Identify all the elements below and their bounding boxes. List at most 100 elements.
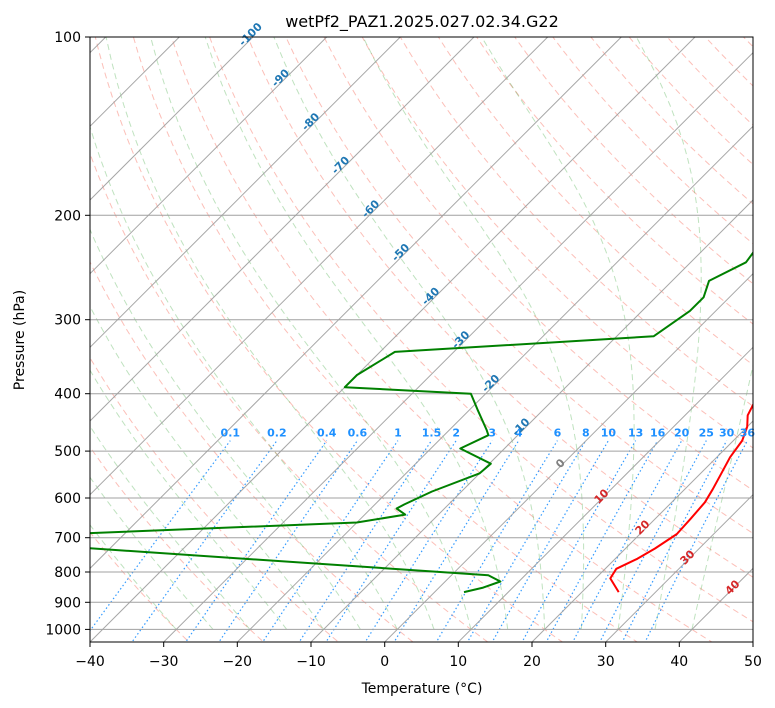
- isotherm-label: -50: [389, 241, 412, 264]
- dry-adiabat-line: [247, 37, 753, 578]
- mixing-ratio-line: [435, 440, 558, 642]
- mixing-ratio-label: 8: [582, 427, 590, 440]
- moist-adiabat-line: [90, 524, 177, 630]
- mixing-ratio-line: [599, 440, 707, 642]
- isotherm-label: -90: [269, 66, 292, 89]
- moist-adiabat-line: [691, 363, 753, 630]
- grid-lines: [90, 37, 753, 630]
- mixing-ratio-label: 1.5: [422, 427, 442, 440]
- dry-adiabat-line: [323, 37, 753, 491]
- isotherm-line: [90, 37, 401, 349]
- y-tick-label: 800: [54, 565, 81, 581]
- plot-frame: [89, 36, 754, 643]
- moist-adiabat-line: [150, 37, 472, 630]
- mixing-ratio-label: 6: [554, 427, 562, 440]
- dry-adiabat-line: [90, 152, 489, 642]
- y-tick-label: 500: [54, 444, 81, 460]
- y-tick-label: 400: [54, 387, 81, 403]
- mixing-ratio-line: [262, 440, 399, 642]
- dry-adiabat-line: [90, 260, 414, 642]
- isotherm-label: -80: [299, 110, 322, 133]
- mixing-ratio-label: 16: [650, 427, 666, 440]
- dry-adiabat-line: [90, 531, 190, 642]
- isotherm-line: [90, 37, 549, 496]
- mixing-ratio-label: 2: [452, 427, 460, 440]
- mixing-ratio-label: 4: [515, 427, 523, 440]
- x-axis: −40 −30 −20 −10 0 10 20 30 40 50: [75, 642, 762, 670]
- mixing-ratio-label: 20: [674, 427, 690, 440]
- moist-adiabat-label: 0: [553, 456, 568, 471]
- mixing-ratio-label: 10: [601, 427, 617, 440]
- x-axis-label: Temperature (°C): [361, 681, 483, 697]
- mixing-ratio-line: [521, 440, 637, 642]
- y-tick-label: 1000: [45, 622, 81, 638]
- isotherm-line: [752, 641, 753, 642]
- moist-adiabat-line: [273, 37, 546, 630]
- isotherm-line: [90, 37, 696, 642]
- isotherm-label: -70: [329, 154, 352, 177]
- dry-adiabat-line: [132, 37, 639, 642]
- dry-adiabat-line: [704, 37, 753, 87]
- mixing-ratio-line: [545, 440, 659, 642]
- dewpoint-profile-line: [90, 251, 753, 594]
- y-tick-label: 100: [54, 30, 81, 46]
- isotherm-line: [457, 346, 753, 642]
- dry-adiabat-line: [285, 37, 753, 534]
- mixing-ratio-line: [466, 440, 587, 642]
- moist-adiabat-line: [105, 37, 435, 630]
- isotherm-label: -20: [479, 372, 502, 395]
- isotherm-line: [90, 37, 622, 570]
- moist-adiabat-line: [90, 228, 361, 630]
- x-tick-label: 0: [380, 654, 389, 670]
- dry-adiabat-line: [171, 37, 713, 642]
- x-tick-label: 10: [449, 654, 467, 670]
- y-tick-label: 200: [54, 208, 81, 224]
- series-layer: [90, 251, 753, 594]
- y-axis: 100 200 300 400 500 600 700 800 900 1000: [45, 30, 90, 638]
- mixing-ratio-label: 36: [740, 427, 756, 440]
- mixing-ratio-line: [364, 440, 493, 642]
- moist-adiabat-line: [90, 125, 398, 630]
- moist-adiabat-line: [635, 37, 702, 630]
- dry-adiabat-line: [476, 37, 753, 325]
- mixing-ratio-label: 0.4: [317, 427, 337, 440]
- isotherm-label: -40: [419, 284, 442, 307]
- dry-adiabat-line: [90, 356, 340, 642]
- mixing-ratio-line: [298, 440, 432, 642]
- dry-adiabat-line: [437, 37, 753, 366]
- inline-labels: 0.1 0.2 0.4 0.6 1 1.5 2 3 4 6 8 10 13 16 20 25 30 36 -10 0 -…: [221, 20, 756, 598]
- isotherm-label: -60: [359, 197, 382, 220]
- y-tick-label: 300: [54, 313, 81, 329]
- mixing-ratio-label: 30: [719, 427, 735, 440]
- mixing-ratio-label: 0.1: [221, 427, 241, 440]
- dry-adiabat-label: 40: [723, 577, 743, 597]
- isotherm-line: [383, 272, 753, 642]
- y-tick-label: 900: [54, 595, 81, 611]
- moist-adiabat-line: [90, 476, 214, 630]
- x-tick-label: −30: [149, 654, 179, 670]
- y-tick-label: 700: [54, 531, 81, 547]
- moist-adiabat-line: [90, 425, 251, 630]
- mixing-ratio-line: [90, 440, 231, 632]
- dry-adiabat-label: 30: [678, 547, 698, 567]
- dry-adiabat-line: [361, 37, 753, 449]
- y-axis-label: Pressure (hPa): [12, 290, 28, 390]
- x-tick-label: 40: [670, 654, 688, 670]
- moist-adiabat-line: [90, 369, 288, 630]
- x-tick-label: 30: [597, 654, 615, 670]
- mixing-ratio-label: 25: [699, 427, 714, 440]
- chart-title: wetPf2_PAZ1.2025.027.02.34.G22: [285, 12, 559, 32]
- dry-adiabat-line: [94, 37, 564, 642]
- mixing-ratio-line: [393, 440, 520, 642]
- background-lines: [90, 37, 753, 642]
- isotherm-line: [236, 125, 753, 642]
- dry-adiabat-line: [209, 37, 753, 623]
- mixing-ratio-label: 3: [488, 427, 496, 440]
- isotherm-line: [90, 37, 475, 422]
- moist-adiabat-line: [481, 37, 635, 630]
- moist-adiabat-line: [90, 305, 325, 630]
- dry-adiabat-line: [514, 37, 753, 285]
- dry-adiabat-label: 20: [633, 517, 653, 537]
- dry-adiabat-line: [552, 37, 753, 245]
